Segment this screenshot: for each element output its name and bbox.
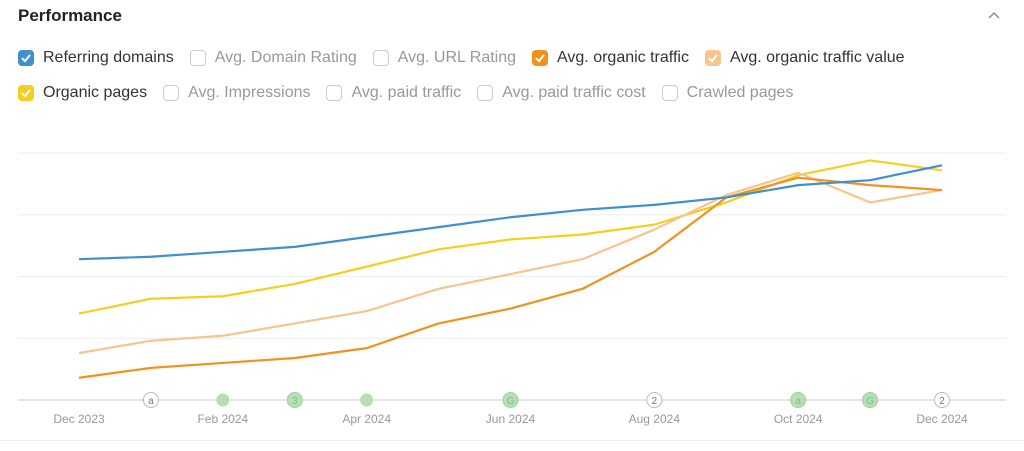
legend-checkbox-avg-organic-traffic[interactable]: Avg. organic traffic [532,49,689,67]
annotation-label: a [795,396,801,407]
legend-checkbox-referring-domains[interactable]: Referring domains [18,49,174,67]
checkbox-checked-icon[interactable] [18,85,34,101]
legend-label: Avg. Impressions [188,84,311,101]
annotation-marker[interactable] [360,393,374,407]
x-tick-label: Dec 2024 [916,412,968,426]
x-tick-label: Jun 2024 [486,412,536,426]
legend-label: Crawled pages [686,84,794,101]
legend-row-1: Referring domains Avg. Domain Rating Avg. … [18,49,921,67]
section-title: Performance [18,6,122,25]
legend-row-2: Organic pages Avg. Impressions Avg. paid t… [18,84,809,102]
annotation-label: 2 [652,396,658,407]
legend-checkbox-organic-pages[interactable]: Organic pages [18,84,147,102]
annotation-label: a [148,396,154,407]
series-line-avg-organic-traffic-value [78,171,943,355]
annotation-marker[interactable] [934,392,950,408]
legend-label: Avg. organic traffic [557,49,689,66]
annotation-marker[interactable] [286,392,303,408]
checkbox-icon[interactable] [372,50,389,66]
legend-label: Avg. URL Rating [397,49,517,66]
legend-checkbox-avg-paid-traffic[interactable]: Avg. paid traffic [326,84,461,102]
legend-label: Organic pages [43,84,148,101]
series-line-referring-domains [78,164,943,261]
x-tick-label: Feb 2024 [197,412,248,426]
x-tick-label: Dec 2023 [53,412,105,426]
annotation-label: 3 [292,396,298,407]
series-line-avg-organic-traffic [78,176,943,379]
chevron-up-icon[interactable] [986,8,1002,24]
annotation-label: G [507,396,515,407]
legend-label: Avg. paid traffic [351,84,462,101]
legend-label: Avg. organic traffic value [729,49,905,66]
checkbox-icon[interactable] [477,85,494,101]
legend-label: Referring domains [43,49,174,66]
annotation-marker[interactable] [646,392,663,408]
legend-checkbox-avg-organic-traffic-value[interactable]: Avg. organic traffic value [704,49,905,67]
x-tick-label: Aug 2024 [629,412,681,426]
annotation-marker[interactable] [216,393,230,407]
legend-checkbox-avg-domain-rating[interactable]: Avg. Domain Rating [189,49,357,67]
checkbox-checked-icon[interactable] [18,50,34,66]
series-line-organic-pages [78,159,943,315]
x-tick-label: Apr 2024 [342,412,391,426]
checkbox-checked-icon[interactable] [532,50,549,66]
checkbox-checked-icon[interactable] [704,50,721,66]
annotation-marker[interactable] [790,392,807,408]
checkbox-icon[interactable] [163,85,180,101]
annotation-marker[interactable] [142,392,159,408]
x-tick-label: Oct 2024 [774,412,823,426]
checkbox-icon[interactable] [189,50,206,66]
legend-checkbox-avg-url-rating[interactable]: Avg. URL Rating [372,49,517,67]
checkbox-icon[interactable] [661,85,678,101]
divider [0,440,1024,441]
legend-label: Avg. paid traffic cost [502,84,646,101]
legend-checkbox-avg-paid-traffic-cost[interactable]: Avg. paid traffic cost [477,84,646,102]
checkbox-icon[interactable] [326,85,343,101]
annotation-marker[interactable] [862,392,879,408]
legend-checkbox-crawled-pages[interactable]: Crawled pages [661,84,794,102]
legend-label: Avg. Domain Rating [214,49,357,66]
legend-checkbox-avg-impressions[interactable]: Avg. Impressions [163,84,310,102]
annotation-marker[interactable] [502,392,519,408]
annotation-label: G [866,396,874,407]
annotation-label: 2 [939,396,945,407]
